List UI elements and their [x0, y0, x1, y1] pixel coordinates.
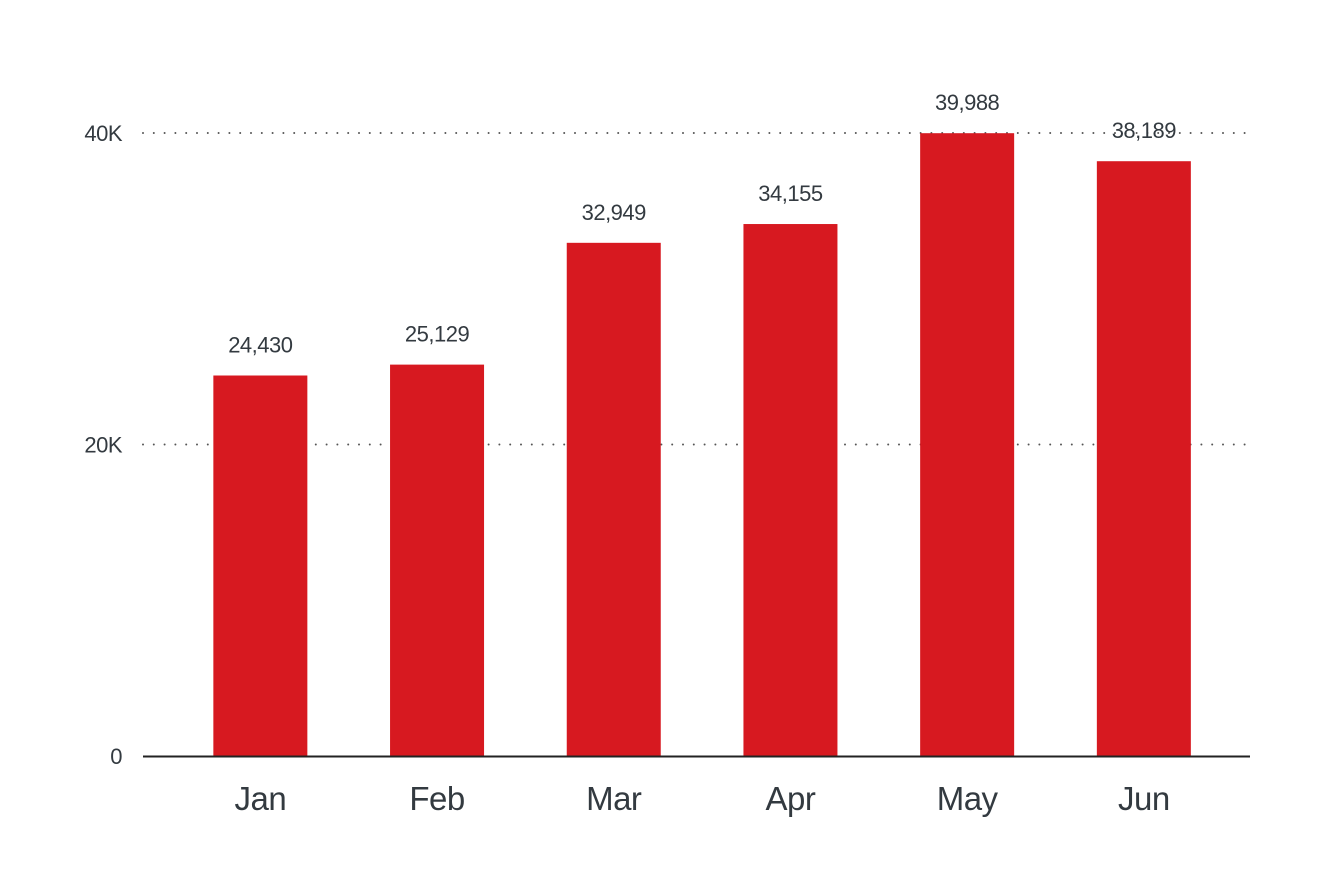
x-category-label: Mar — [586, 780, 642, 817]
bar-value-label: 39,988 — [935, 90, 1000, 115]
bar-value-label: 24,430 — [228, 333, 293, 358]
bar-apr — [743, 224, 838, 756]
y-tick-label: 40K — [84, 121, 122, 146]
x-category-label: Jun — [1118, 780, 1170, 817]
x-category-label: May — [937, 780, 999, 817]
y-axis-ticks: 0 20K 40K — [84, 121, 123, 769]
y-tick-label: 0 — [110, 744, 122, 769]
x-axis-categories: Jan Feb Mar Apr May Jun — [234, 780, 1170, 817]
x-category-label: Jan — [234, 780, 286, 817]
x-category-label: Feb — [409, 780, 464, 817]
bar-value-label: 25,129 — [405, 322, 470, 347]
y-tick-label: 20K — [84, 433, 122, 458]
bar-jun — [1096, 161, 1191, 757]
bar-value-label: 38,189 — [1112, 118, 1177, 143]
bar-feb — [390, 364, 485, 756]
x-category-label: Apr — [766, 780, 816, 817]
bar-value-label: 34,155 — [758, 181, 823, 206]
bars — [213, 133, 1191, 757]
bar-mar — [566, 242, 661, 756]
bar-value-label: 32,949 — [582, 200, 647, 225]
gridlines — [142, 132, 1251, 446]
bar-may — [920, 133, 1015, 757]
bar-jan — [213, 375, 308, 756]
bar-value-labels: 24,430 25,129 32,949 34,155 39,988 38,189 — [228, 90, 1177, 358]
